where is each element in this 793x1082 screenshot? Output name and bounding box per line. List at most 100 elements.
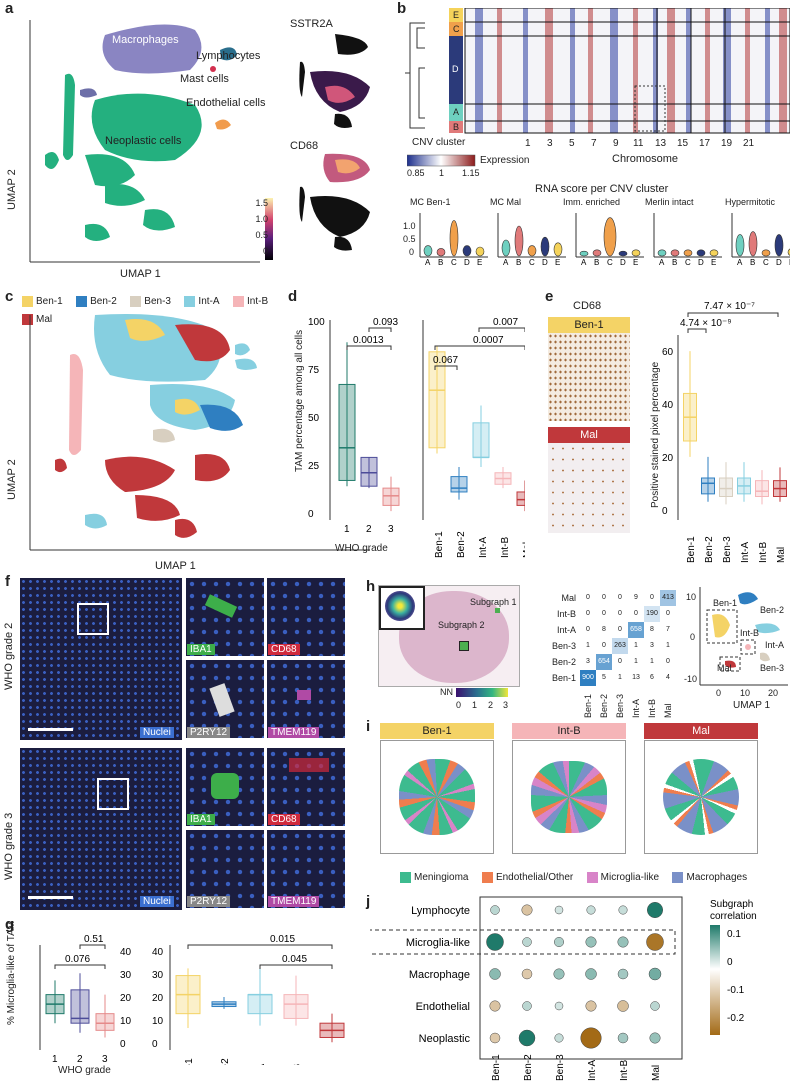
pval: 0.0007 [473, 335, 504, 346]
mif-iba1-grade2 [186, 578, 264, 656]
cnv-stripe [723, 8, 731, 133]
pval: 0.076 [65, 954, 90, 965]
group-tick: Ben-2 [220, 1058, 231, 1065]
ytick: 30 [152, 970, 164, 981]
violin [761, 249, 771, 257]
dotplot-dot [648, 967, 662, 981]
matrix-cell: 0 [596, 606, 612, 622]
ytick: 100 [308, 317, 325, 328]
dotplot-dot [617, 936, 629, 948]
violin [475, 246, 485, 257]
dotplot-dot [521, 968, 533, 980]
violin [787, 248, 790, 256]
sig-bracket [434, 365, 458, 370]
ytick: 0 [662, 506, 668, 517]
cluster-label-macrophages: Macrophages [112, 34, 179, 46]
sig-bracket [478, 327, 525, 332]
expression-colorbar [407, 154, 476, 167]
colorbar-tick-2: 1.0 [255, 214, 268, 224]
matrix-cell: 4 [660, 670, 676, 686]
matrix-cell: 1 [628, 638, 644, 654]
marker-cd68-title: CD68 [290, 140, 319, 152]
marker-sstr2a-umap [299, 34, 370, 128]
dotplot-dot [554, 1033, 564, 1043]
violin [553, 242, 563, 257]
who-grade-3-label: WHO grade 3 [3, 812, 15, 880]
dotplot-col-label: Int-B [619, 1060, 630, 1081]
dotplot-dot [489, 1032, 501, 1044]
cnv-stripe [497, 8, 502, 133]
cd68-title: CD68 [573, 300, 602, 312]
nn-colorbar [456, 688, 508, 697]
expression-label: Expression [480, 155, 530, 166]
sig-bracket [79, 944, 106, 949]
mif-overview-grade3 [20, 748, 182, 910]
dotplot-row-label: Macrophage [409, 969, 470, 981]
matrix-cell: 0 [596, 590, 612, 606]
matrix-cell: 0 [628, 606, 644, 622]
ytick: 20 [152, 993, 164, 1004]
violin-xtick: D [698, 258, 704, 265]
matrix-cell: 0 [660, 654, 676, 670]
ihc-label-ben1: Ben-1 [548, 317, 630, 333]
dotplot-dot [489, 968, 501, 980]
i-header-ben1: Ben-1 [380, 723, 494, 739]
cnv-stripe [779, 8, 787, 133]
dotplot-dot [617, 1032, 629, 1044]
ytick: 40 [120, 947, 132, 958]
cnv-stripe [653, 8, 658, 133]
panel-c-ylabel: UMAP 2 [6, 459, 18, 500]
dotplot-frame [479, 896, 683, 1060]
cnv-stripe [570, 8, 575, 133]
panel-c-legend: Ben-1 Ben-2 Ben-3 Int-A Int-B Mal [22, 294, 312, 325]
dotplot-dot [617, 1000, 629, 1012]
nn-label: NN [440, 687, 453, 697]
matrix-col-label: Ben-3 [615, 693, 625, 718]
cnv-label-e: E [453, 10, 460, 20]
violin [774, 234, 784, 257]
umap-h-label-mal: Mal [717, 663, 732, 673]
mif-tmem119-grade3 [267, 830, 345, 908]
umap-h-xtick-1: 0 [716, 688, 722, 698]
cnv-label-a: A [453, 107, 460, 117]
matrix-cell: 0 [644, 590, 660, 606]
matrix-cell: 13 [628, 670, 644, 686]
ytick: 60 [662, 347, 674, 358]
sig-bracket [54, 964, 106, 969]
cnv-stripe [633, 8, 638, 133]
matrix-cell: 7 [660, 622, 676, 638]
violin-xtick: A [659, 258, 665, 265]
group-tick: Int-B [292, 1064, 303, 1065]
matrix-col-label: Int-A [631, 698, 641, 718]
cnv-stripe [745, 8, 750, 133]
cnv-stripe [667, 8, 675, 133]
violin-xtick: D [620, 258, 626, 265]
panel-j-dotplot: Lymphocyte Microglia-like Macrophage Endoth… [370, 896, 757, 1081]
expression-tick-2: 1 [439, 168, 445, 178]
panel-a-umap [29, 20, 260, 263]
matrix-col-label: Ben-2 [599, 693, 609, 718]
violin-xtick: A [581, 258, 587, 265]
confusion-matrix: Mal 0 0 0 9 0 413 Int-B 0 0 0 0 190 0 Int-A 0 8 0 658 8 7 Ben… [540, 588, 680, 718]
dotplot-dot [554, 1001, 564, 1011]
box [450, 476, 468, 493]
panel-a-colorbar [265, 198, 273, 260]
dotplot-col-label: Ben-1 [491, 1054, 502, 1081]
i-header-mal: Mal [644, 723, 758, 739]
matrix-cell: 1 [644, 654, 660, 670]
dotplot-col-label: Ben-2 [523, 1054, 534, 1081]
box [360, 456, 378, 487]
umap-h-xtick-2: 10 [740, 688, 751, 698]
dotplot-row-label: Microglia-like [406, 937, 470, 949]
pval: 0.0013 [353, 335, 384, 346]
violin [579, 250, 589, 257]
group-tick: Int-B [758, 542, 769, 563]
panel-label-d: d [288, 288, 298, 305]
cnv-cluster-b [449, 121, 463, 133]
matrix-cell: 3 [644, 638, 660, 654]
matrix-cell: 3 [580, 654, 596, 670]
matrix-cell: 9 [628, 590, 644, 606]
panel-d-boxplots: 100 75 50 25 0 1 2 3 0.093 0.0013 Ben-1 Ben-2 Int-A I… [308, 317, 525, 558]
umap-h-label-intb: Int-B [740, 628, 760, 638]
dotplot-dot [650, 1001, 660, 1011]
